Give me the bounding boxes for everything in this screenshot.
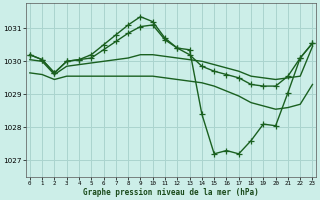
X-axis label: Graphe pression niveau de la mer (hPa): Graphe pression niveau de la mer (hPa) bbox=[83, 188, 259, 197]
